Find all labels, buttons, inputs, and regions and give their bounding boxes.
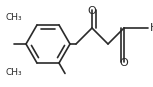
Text: O: O [88, 6, 96, 16]
Text: HO: HO [150, 23, 153, 33]
Text: O: O [120, 58, 128, 68]
Text: CH₃: CH₃ [6, 13, 22, 22]
Text: CH₃: CH₃ [6, 68, 22, 77]
